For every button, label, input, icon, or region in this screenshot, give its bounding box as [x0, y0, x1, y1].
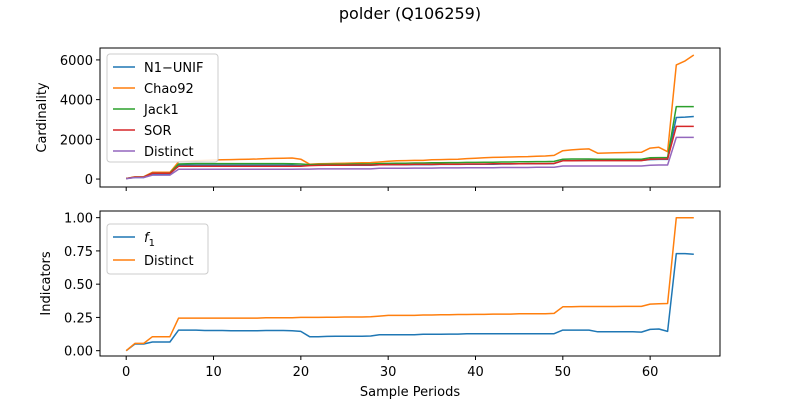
chart-panel-2: 0.00 0.25 0.50 0.75 1.00 0 10 20 30 40 50 60 Indicat… [39, 210, 721, 400]
legend-label: Chao92 [144, 82, 194, 97]
y-tick-label: 4000 [60, 94, 93, 109]
legend-label: Distinct [144, 145, 194, 160]
x-tick-label: 20 [293, 365, 310, 380]
series-line-1-4 [126, 125, 694, 180]
series-line-1-3 [126, 105, 694, 180]
y-tick-label: 1.00 [64, 212, 93, 227]
axes-frame-2 [99, 210, 721, 357]
x-tick-label: 0 [122, 365, 130, 380]
y-tick-label: 0 [85, 173, 93, 188]
x-tick-label: 60 [642, 365, 659, 380]
legend-label: f1 [144, 231, 155, 249]
axes-frame-1 [99, 47, 721, 188]
chart-panel-1: 0 2000 4000 6000 Cardinality N1−UNIF Chao92 Jac… [35, 47, 721, 191]
legend: f1 Distinct [106, 223, 209, 275]
x-tick-label: 50 [555, 365, 572, 380]
x-axis-label: Sample Periods [360, 385, 460, 400]
legend-label: SOR [144, 124, 172, 139]
series-line-1-5 [126, 136, 694, 180]
y-tick-label: 0.00 [64, 345, 93, 360]
y-tick-label: 0.25 [64, 311, 93, 326]
series-line-2-2 [125, 216, 694, 352]
legend: N1−UNIF Chao92 Jack1 SOR Distinct [106, 53, 219, 163]
series-line-2-1 [125, 252, 694, 352]
y-tick-label: 0.50 [64, 278, 93, 293]
legend-box [106, 53, 219, 163]
y-axis-label: Indicators [39, 251, 54, 315]
x-tick-label: 40 [467, 365, 484, 380]
y-axis-label: Cardinality [35, 82, 50, 153]
y-tick-label: 6000 [60, 54, 93, 69]
y-tick-label: 0.75 [64, 245, 93, 260]
y-tick-label: 2000 [60, 133, 93, 148]
legend-label: N1−UNIF [144, 61, 203, 76]
series-line-1-2 [126, 54, 695, 180]
legend-label: Jack1 [143, 103, 179, 118]
x-tick-label: 30 [380, 365, 397, 380]
x-tick-label: 10 [205, 365, 222, 380]
legend-label: Distinct [144, 254, 194, 269]
chart-title: polder (Q106259) [339, 4, 481, 23]
